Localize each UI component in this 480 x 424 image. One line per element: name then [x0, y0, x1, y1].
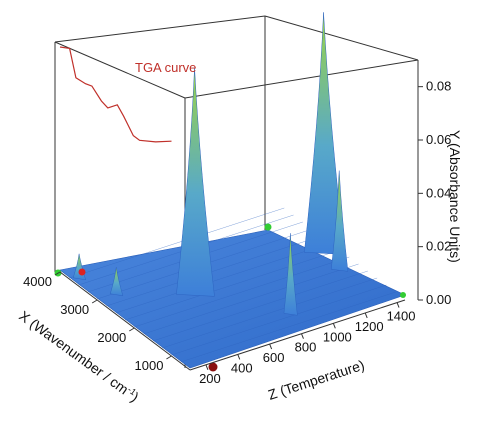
peak-1: [304, 12, 345, 255]
x-axis-title: X (Wavenumber / cm-1): [16, 307, 142, 404]
surface-peaks: [72, 12, 349, 316]
surface-ridge-line: [171, 284, 387, 356]
z-tick-mark: [396, 302, 400, 308]
z-tick-mark: [332, 323, 336, 329]
y-tick-label: 0.00: [426, 292, 451, 307]
surface-ridge-line: [115, 242, 331, 314]
x-tick-mark: [91, 299, 98, 304]
z-tick-label: 200: [199, 371, 221, 386]
marker-green-back: [264, 223, 272, 231]
tga-annotation: TGA curve: [135, 60, 196, 75]
y-tick-label: 0.04: [426, 185, 451, 200]
z-tick-mark: [205, 364, 209, 371]
frame-back-right-top: [264, 15, 419, 61]
x-axis-title-main: X (Wavenumber / cm: [16, 307, 131, 397]
surface-floor: [59, 229, 406, 369]
surface-ridge-line: [134, 256, 350, 328]
peak-2: [331, 170, 349, 272]
z-tick-mark: [237, 354, 241, 360]
z-tick-label: 400: [231, 360, 253, 375]
frame-back-left-top: [54, 15, 266, 43]
x-tick-label: 2000: [97, 330, 126, 345]
z-tick-label: 800: [295, 340, 317, 355]
y-tick-label: 0.08: [426, 79, 451, 94]
surface-ridge-line: [162, 277, 378, 349]
surface-ridge-line: [152, 270, 368, 342]
marker-red-left: [78, 268, 86, 276]
z-axis-line: [189, 299, 406, 371]
surface-ridge-line: [106, 235, 322, 307]
peak-4: [109, 267, 124, 297]
tga-curve: [59, 46, 172, 143]
z-tick-mark: [269, 343, 273, 350]
z-tick-label: 1000: [323, 329, 352, 344]
x-tick-label: 3000: [60, 302, 89, 317]
surface-ridge-line: [69, 207, 285, 279]
marker-darkred-front: [208, 362, 218, 372]
surface-ridge-line: [143, 263, 359, 335]
y-tick-label: 0.06: [426, 132, 451, 147]
x-tick-label: 4000: [23, 274, 52, 289]
x-axis-line: [59, 271, 191, 371]
y-axis-title: Y (Absorbance Units): [447, 130, 463, 263]
surface-ridges: [69, 207, 396, 363]
x-tick-mark: [54, 271, 61, 276]
peak-0: [176, 67, 215, 297]
y-tick-label: 0.02: [426, 239, 451, 254]
marker-green-right: [400, 292, 406, 298]
x-axis-ticks: 4000 3000 2000 1000: [23, 271, 172, 373]
frame-front-top-left: [54, 41, 186, 99]
frame-front-top-right: [184, 59, 419, 99]
z-tick-label: 1400: [387, 309, 416, 324]
surface-ridge-line: [124, 249, 341, 321]
z-tick-mark: [364, 312, 368, 319]
x-tick-mark: [166, 355, 172, 360]
x-tick-mark: [129, 327, 135, 332]
surface-ridge-line: [180, 291, 396, 363]
x-tick-label: 1000: [135, 358, 164, 373]
peak-3: [283, 233, 298, 316]
z-tick-mark: [301, 333, 304, 339]
z-tick-label: 600: [263, 350, 285, 365]
y-axis-ticks: 0.00 0.02 0.04 0.06 0.08: [418, 79, 451, 307]
z-tick-label: 1200: [355, 319, 384, 334]
